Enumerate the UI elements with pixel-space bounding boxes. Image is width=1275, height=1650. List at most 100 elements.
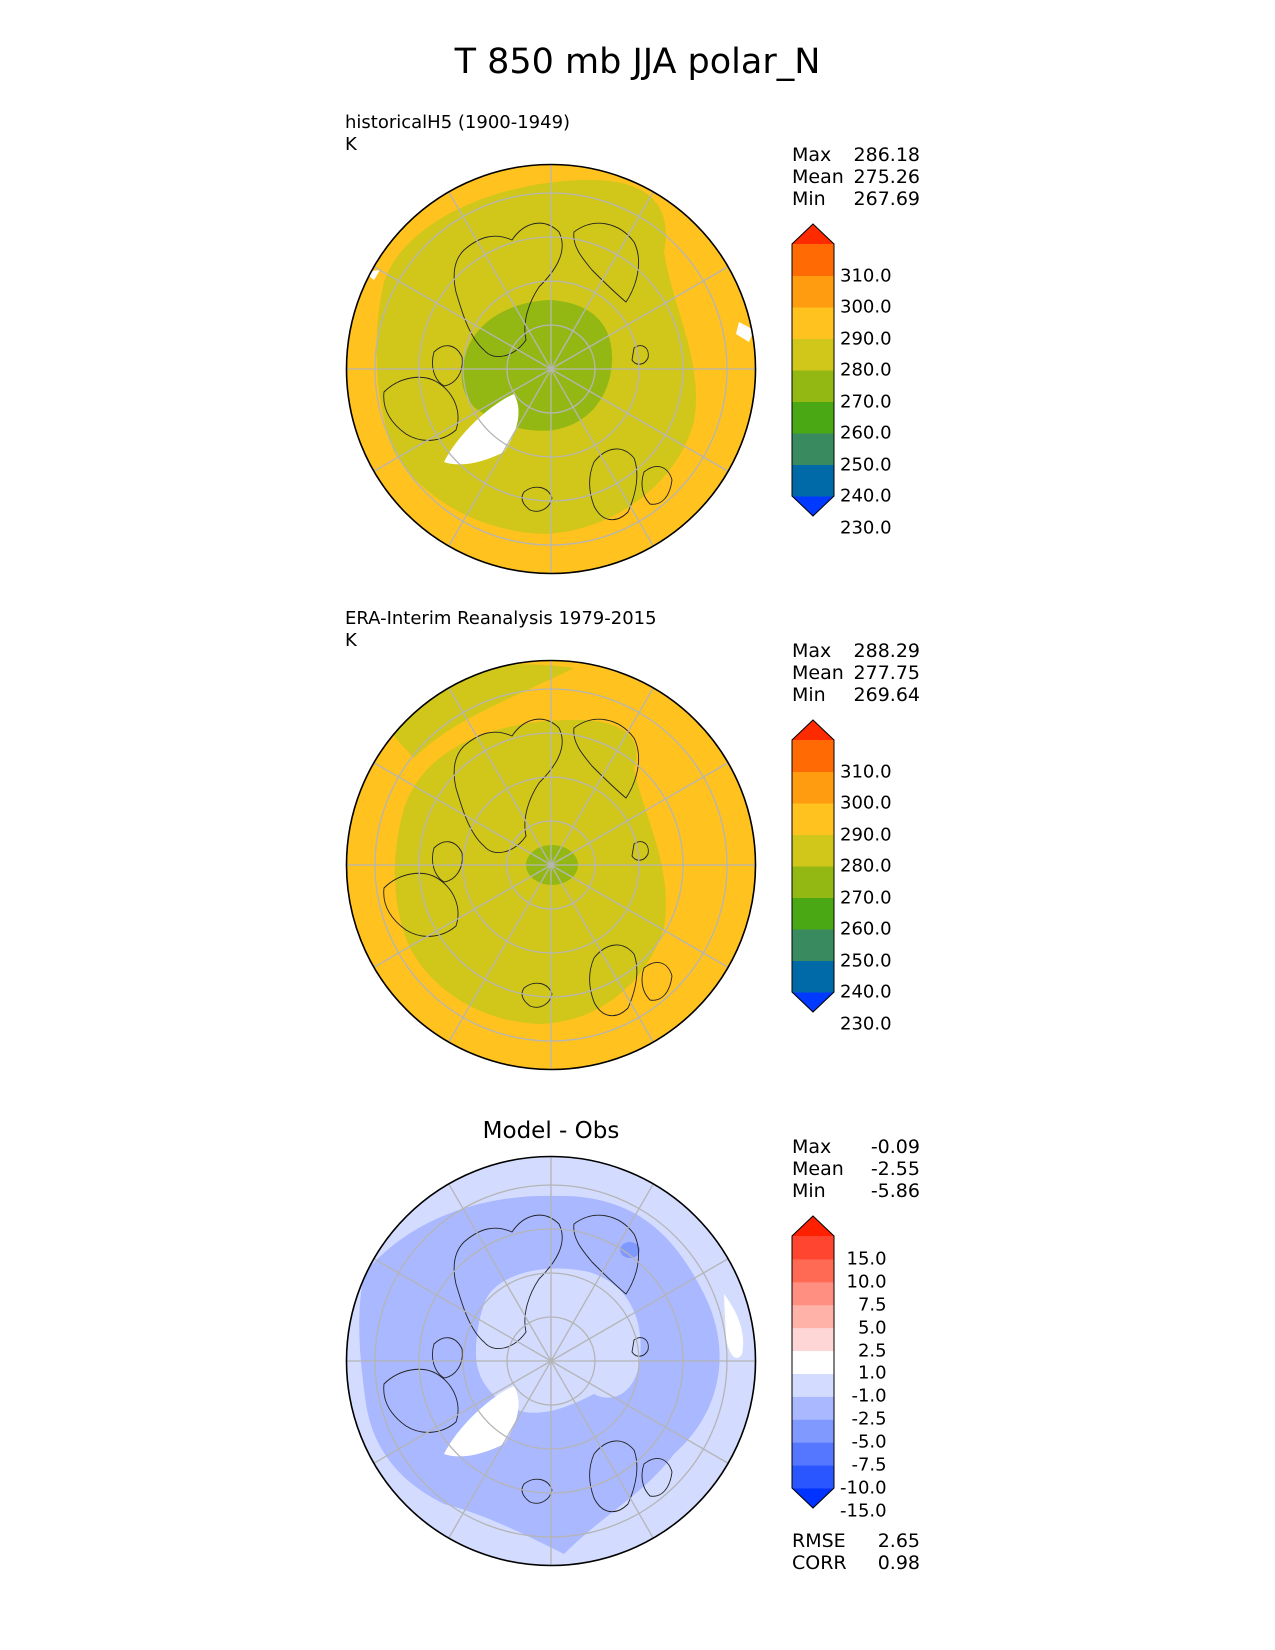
stat-value: -5.86: [870, 1180, 920, 1202]
meridian-line: [447, 687, 552, 866]
meridian-line: [447, 191, 552, 370]
colorbar-tick-label: 260.0: [840, 918, 892, 940]
meridian-line: [373, 1360, 552, 1465]
coastline: [521, 1478, 553, 1504]
colorbar-bin: [792, 401, 834, 434]
colorbar-bin: [792, 464, 834, 497]
meridian-line: [550, 864, 729, 969]
meridian-line: [550, 687, 655, 866]
colorbar-extend-low: [792, 1488, 834, 1508]
colorbar-tick-label: -10.0: [840, 1477, 887, 1499]
colorbar-tick-label: 270.0: [840, 391, 892, 412]
coastline: [453, 1214, 563, 1350]
panel3-title: Model - Obs: [482, 1118, 620, 1144]
colorbar-extend-low: [792, 992, 834, 1012]
colorbar-tick-label: 2.5: [857, 1340, 887, 1362]
colorbar-tick-label: 300.0: [840, 792, 892, 814]
stat-label: Mean: [792, 1158, 844, 1180]
colorbar-outline: [791, 719, 835, 1013]
colorbar-bin: [792, 338, 834, 371]
missing-data-greenland: [444, 1386, 519, 1457]
colorbar-bin: [792, 1373, 834, 1397]
colorbar-tick-label: 250.0: [840, 454, 892, 475]
meridian-line: [447, 368, 552, 547]
panel3-stats: Max -0.09 Mean -2.55 Min -5.86: [792, 1136, 920, 1202]
colorbar-outline: [791, 1215, 835, 1509]
map-boundary: [345, 1155, 757, 1567]
colorbar-tick-label: 260.0: [840, 422, 892, 444]
meridian-line: [550, 191, 655, 370]
map-field: [346, 164, 756, 574]
colorbar-bin: [792, 929, 834, 961]
panel3-colorbar: [791, 1215, 835, 1509]
field-core-region: [461, 300, 613, 431]
colorbar-tick-label: 290.0: [840, 824, 892, 845]
stat-label: Max: [792, 1136, 832, 1158]
coastline: [453, 222, 563, 358]
colorbar-bin: [792, 433, 834, 465]
meridian-line: [373, 265, 552, 370]
colorbar-extend-high: [792, 224, 834, 244]
colorbar-bin: [792, 244, 834, 276]
panel3-metrics: RMSE 2.65 CORR 0.98: [792, 1530, 920, 1574]
colorbar-bin: [792, 1442, 834, 1466]
colorbar-tick-label: 250.0: [840, 950, 892, 971]
field-core-region: [476, 1268, 641, 1413]
colorbar-tick-label: -1.0: [851, 1385, 887, 1407]
colorbar-bin: [792, 1236, 834, 1260]
coastline: [589, 944, 638, 1017]
colorbar-bin: [792, 307, 834, 339]
stat-label: Min: [792, 1180, 826, 1202]
coastline: [432, 345, 463, 387]
stat-label: Max: [792, 640, 832, 662]
colorbar-outline: [791, 223, 835, 517]
colorbar-tick-label: -2.5: [851, 1408, 887, 1430]
colorbar-bin: [792, 866, 834, 898]
map-boundary: [345, 163, 757, 575]
colorbar-bin: [792, 1304, 834, 1329]
stat-label: Max: [792, 144, 832, 166]
coastline: [521, 982, 553, 1008]
stat-value: 286.18: [853, 144, 920, 166]
metric-value: 2.65: [877, 1530, 920, 1552]
panel1-polar-map: [345, 163, 757, 575]
metric-label: CORR: [792, 1552, 847, 1574]
colorbar-tick-label: 1.0: [857, 1362, 887, 1384]
panel1-units: K: [345, 134, 357, 155]
colorbar-tick-label: 310.0: [840, 761, 892, 782]
coastline: [631, 1337, 649, 1357]
panel3-polar-map: [345, 1155, 757, 1567]
panel1-colorbar: [791, 223, 835, 517]
colorbar-tick-label: 15.0: [846, 1248, 887, 1270]
colorbar-tick-label: 5.0: [857, 1317, 887, 1339]
coastline: [521, 486, 553, 512]
metric-label: RMSE: [792, 1530, 846, 1552]
stat-value: -2.55: [870, 1158, 920, 1180]
stat-value: 269.64: [853, 684, 920, 706]
colorbar-tick-label: 10.0: [846, 1271, 887, 1293]
colorbar-bin: [792, 803, 834, 835]
colorbar-bin: [792, 960, 834, 993]
stat-value: 267.69: [853, 188, 920, 210]
panel2-stats: Max 288.29 Mean 277.75 Min 269.64: [792, 640, 920, 706]
panel2-polar-map: [345, 659, 757, 1071]
coastline: [573, 718, 640, 799]
meridian-line: [373, 864, 552, 969]
stat-value: 277.75: [853, 662, 920, 684]
colorbar-tick-label: -5.0: [851, 1431, 887, 1453]
meridian-line: [550, 265, 729, 370]
stat-label: Min: [792, 188, 826, 210]
panel1-stats: Max 286.18 Mean 275.26 Min 267.69: [792, 144, 920, 210]
coastline: [383, 376, 459, 441]
meridian-line: [373, 761, 552, 866]
colorbar-bin: [792, 1396, 834, 1420]
colorbar-tick-label: 240.0: [840, 485, 892, 507]
meridian-line: [550, 864, 655, 1043]
meridian-line: [447, 1183, 552, 1362]
meridian-line: [550, 1257, 729, 1362]
colorbar-tick-label: -7.5: [851, 1454, 887, 1476]
coastline: [589, 448, 638, 521]
colorbar-bin: [792, 370, 834, 402]
colorbar-tick-label: 310.0: [840, 265, 892, 286]
panel2-colorbar: [791, 719, 835, 1013]
